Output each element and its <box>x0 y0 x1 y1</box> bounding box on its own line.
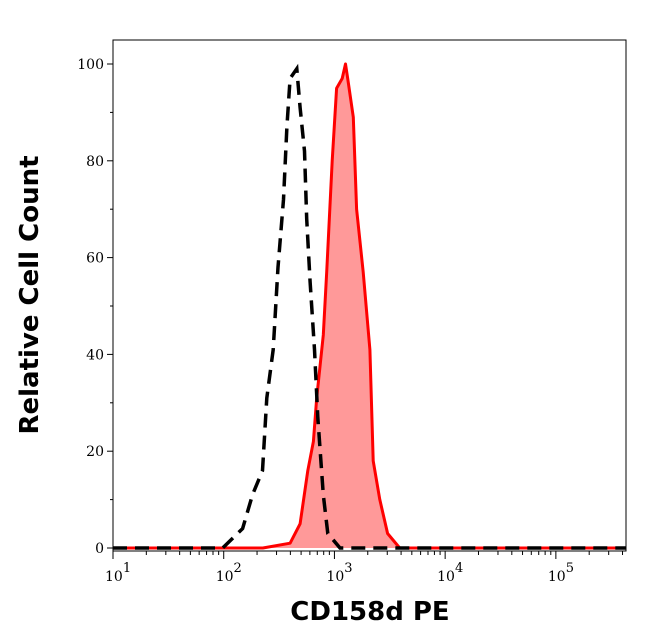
y-tick-label: 100 <box>77 57 104 73</box>
y-tick-label: 0 <box>95 541 104 557</box>
y-axis-label: Relative Cell Count <box>15 155 45 434</box>
y-tick-label: 20 <box>86 444 104 460</box>
series-line-stained <box>113 62 626 550</box>
series-line-control <box>113 63 626 550</box>
series-fill <box>113 64 626 548</box>
x-tick-label: 102 <box>216 561 242 585</box>
y-tick-label: 60 <box>86 251 104 267</box>
x-tick-label: 101 <box>105 561 131 585</box>
y-tick-label: 40 <box>86 347 104 363</box>
x-tick-label: 104 <box>437 561 463 585</box>
x-tick-label: 105 <box>548 561 574 585</box>
y-tick-label: 80 <box>86 154 104 170</box>
x-axis-label: CD158d PE <box>290 597 449 627</box>
x-tick-label: 103 <box>326 561 352 585</box>
plot-frame <box>112 39 627 552</box>
